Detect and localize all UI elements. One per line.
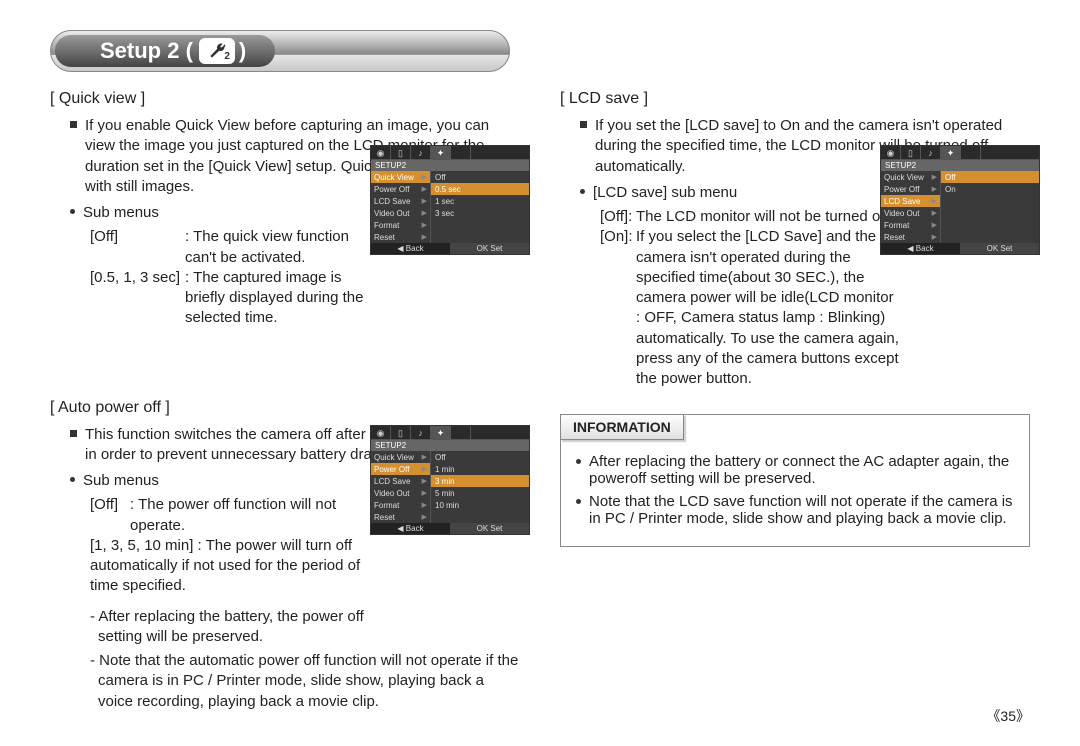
qv-off-v: : The quick view function can't be activ… <box>185 227 380 268</box>
ss-option: Off <box>941 171 1039 183</box>
quick-view-heading: [ Quick view ] <box>50 90 520 108</box>
auto-power-heading: [ Auto power off ] <box>50 399 520 417</box>
right-column: [ LCD save ] If you set the [LCD save] t… <box>560 30 1030 712</box>
dot-bullet-icon <box>70 477 75 482</box>
ss-foot: ◀ BackOK Set <box>881 243 1039 254</box>
ss-option-empty <box>431 511 529 523</box>
dot-bullet-icon <box>576 459 581 464</box>
ap-note1: - After replacing the battery, the power… <box>90 607 390 648</box>
ap-note2: - Note that the automatic power off func… <box>90 651 520 712</box>
ss-body: Quick View▶Power Off▶LCD Save▶Video Out▶… <box>371 451 529 523</box>
ss-menu-item: Power Off▶ <box>881 183 941 195</box>
ss-option: On <box>941 183 1039 195</box>
ss-menu-item: Reset▶ <box>371 511 431 523</box>
ls-off-v: The LCD monitor will not be turned off. <box>636 207 893 227</box>
ss-menu-item: Video Out▶ <box>371 487 431 499</box>
ss-menu-item: Reset▶ <box>881 231 941 243</box>
information-box: INFORMATION After replacing the battery … <box>560 414 1030 547</box>
ls-on-k: [On]: <box>600 227 636 389</box>
ss-option: 0.5 sec <box>431 183 529 195</box>
left-column: [ Quick view ] If you enable Quick View … <box>50 30 520 712</box>
ss-menu-item: Format▶ <box>371 499 431 511</box>
camera-screenshot-lcdsave: ◉▯♪✦SETUP2Quick View▶Power Off▶LCD Save▶… <box>880 145 1040 255</box>
ss-option: 1 min <box>431 463 529 475</box>
ss-option-empty <box>941 195 1039 207</box>
ss-foot: ◀ BackOK Set <box>371 243 529 254</box>
ss-head: SETUP2 <box>881 160 1039 171</box>
ss-option: 5 min <box>431 487 529 499</box>
ss-option-empty <box>941 231 1039 243</box>
ap-min: [1, 3, 5, 10 min] : The power will turn … <box>90 536 370 597</box>
ss-menu-item: LCD Save▶ <box>371 195 431 207</box>
info-b2-row: Note that the LCD save function will not… <box>576 493 1014 527</box>
ss-menu-item: LCD Save▶ <box>371 475 431 487</box>
ss-menu-item: Reset▶ <box>371 231 431 243</box>
ss-option: 3 min <box>431 475 529 487</box>
ap-off-k: [Off] <box>90 495 130 536</box>
ss-menu-item: Power Off▶ <box>371 463 431 475</box>
ss-tabs: ◉▯♪✦ <box>881 146 1039 160</box>
qv-off-k: [Off] <box>90 227 185 268</box>
qv-sec-k: [0.5, 1, 3 sec] <box>90 268 185 329</box>
ls-sub-label: [LCD save] sub menu <box>593 183 737 203</box>
info-b1-row: After replacing the battery or connect t… <box>576 453 1014 487</box>
ss-menu-item: Format▶ <box>371 219 431 231</box>
ss-tabs: ◉▯♪✦ <box>371 426 529 440</box>
ss-body: Quick View▶Power Off▶LCD Save▶Video Out▶… <box>881 171 1039 243</box>
dot-bullet-icon <box>580 189 585 194</box>
lcd-save-heading: [ LCD save ] <box>560 90 1030 108</box>
page-number: 《35》 <box>986 706 1030 726</box>
ss-option: 1 sec <box>431 195 529 207</box>
ss-option: 10 min <box>431 499 529 511</box>
ss-option: 3 sec <box>431 207 529 219</box>
ss-option: Off <box>431 171 529 183</box>
ls-off-k: [Off]: <box>600 207 636 227</box>
page-body: [ Quick view ] If you enable Quick View … <box>0 0 1080 712</box>
ss-menu-item: Power Off▶ <box>371 183 431 195</box>
ss-menu-item: LCD Save▶ <box>881 195 941 207</box>
ss-option-empty <box>941 207 1039 219</box>
info-b2: Note that the LCD save function will not… <box>589 493 1014 527</box>
ss-option-empty <box>431 219 529 231</box>
square-bullet-icon <box>70 121 77 128</box>
square-bullet-icon <box>70 430 77 437</box>
dot-bullet-icon <box>576 499 581 504</box>
ls-on-v: If you select the [LCD Save] and the cam… <box>636 227 900 389</box>
qv-sec-v: : The captured image is briefly displaye… <box>185 268 380 329</box>
ss-menu-item: Video Out▶ <box>371 207 431 219</box>
ap-off-v: : The power off function will not operat… <box>130 495 390 536</box>
info-b1: After replacing the battery or connect t… <box>589 453 1014 487</box>
ss-foot: ◀ BackOK Set <box>371 523 529 534</box>
square-bullet-icon <box>580 121 587 128</box>
ss-menu-item: Quick View▶ <box>371 171 431 183</box>
ss-option: Off <box>431 451 529 463</box>
ss-menu-item: Quick View▶ <box>371 451 431 463</box>
ap-sub-label: Sub menus <box>83 471 159 491</box>
ss-menu-item: Video Out▶ <box>881 207 941 219</box>
ss-head: SETUP2 <box>371 160 529 171</box>
ss-head: SETUP2 <box>371 440 529 451</box>
ss-body: Quick View▶Power Off▶LCD Save▶Video Out▶… <box>371 171 529 243</box>
dot-bullet-icon <box>70 209 75 214</box>
ss-menu-item: Format▶ <box>881 219 941 231</box>
information-label: INFORMATION <box>560 414 684 440</box>
camera-screenshot-poweroff: ◉▯♪✦SETUP2Quick View▶Power Off▶LCD Save▶… <box>370 425 530 535</box>
ss-option-empty <box>941 219 1039 231</box>
ss-option-empty <box>431 231 529 243</box>
ss-tabs: ◉▯♪✦ <box>371 146 529 160</box>
camera-screenshot-quickview: ◉▯♪✦SETUP2Quick View▶Power Off▶LCD Save▶… <box>370 145 530 255</box>
ss-menu-item: Quick View▶ <box>881 171 941 183</box>
qv-sub-label: Sub menus <box>83 203 159 223</box>
